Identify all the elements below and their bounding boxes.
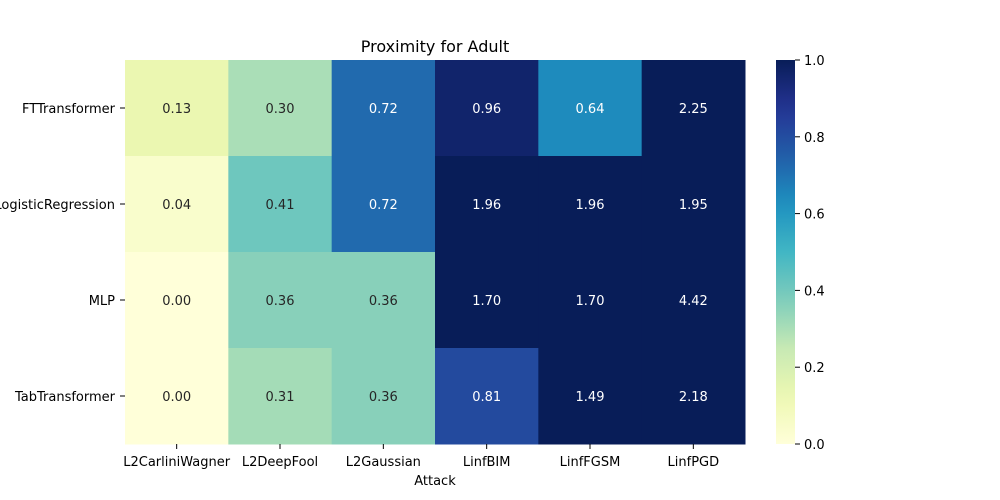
cell-value-label: 1.95 (679, 198, 708, 213)
cell-value-label: 2.18 (679, 390, 708, 405)
heatmap-cell (228, 156, 333, 253)
colorbar: 0.0 0.2 0.4 0.6 0.8 1.0 (776, 54, 825, 453)
cell-value-label: 0.96 (472, 102, 501, 117)
colorbar-gradient (776, 60, 795, 444)
heatmap-cell (228, 60, 333, 157)
cell-value-label: 2.25 (679, 102, 708, 117)
cell-value-label: 0.72 (369, 102, 398, 117)
cell-value-label: 0.00 (162, 294, 191, 309)
heatmap-cell (125, 156, 229, 253)
heatmap-cell (125, 252, 229, 349)
y-axis: FTTransformer LogisticRegression MLP TabTra… (0, 102, 125, 405)
colorbar-tick-label: 0.0 (804, 438, 825, 453)
heatmap-cell (125, 348, 229, 445)
cell-value-label: 1.96 (576, 198, 605, 213)
heatmap-cell (435, 252, 539, 349)
heatmap-cell (228, 348, 333, 445)
cell-value-label: 0.31 (266, 390, 295, 405)
cell-value-label: 4.42 (679, 294, 708, 309)
heatmap-cell (538, 252, 643, 349)
cell-value-label: 1.49 (576, 390, 605, 405)
chart-title: Proximity for Adult (361, 37, 509, 56)
y-tick-label: TabTransformer (14, 390, 116, 405)
cell-value-label: 0.81 (472, 390, 501, 405)
heatmap-cell (331, 156, 436, 253)
x-tick-label: LinfPGD (668, 455, 720, 470)
cell-value-label: 0.72 (369, 198, 398, 213)
cell-value-label: 0.36 (266, 294, 295, 309)
y-tick-label: MLP (89, 294, 115, 309)
heatmap-cell (538, 156, 643, 253)
cell-value-label: 0.36 (369, 390, 398, 405)
x-tick-label: LinfBIM (463, 455, 511, 470)
colorbar-tick-label: 0.6 (804, 208, 825, 223)
heatmap-cell (435, 348, 539, 445)
x-tick-label: L2DeepFool (242, 455, 318, 470)
cell-value-label: 0.00 (162, 390, 191, 405)
x-tick-label: L2Gaussian (346, 455, 421, 470)
x-axis-label: Attack (414, 474, 456, 489)
cell-value-label: 0.30 (266, 102, 295, 117)
heatmap-cell (125, 60, 229, 157)
x-tick-label: LinfFGSM (560, 455, 621, 470)
heatmap-cell (538, 60, 643, 157)
heatmap-cell (435, 156, 539, 253)
cell-value-label: 0.04 (162, 198, 191, 213)
y-tick-label: FTTransformer (22, 102, 116, 117)
heatmap-cell (641, 60, 746, 157)
y-tick-label: LogisticRegression (0, 198, 115, 213)
heatmap-cell (538, 348, 643, 445)
heatmap-cells: 0.13 0.30 0.72 0.96 0.64 2.25 0.04 0.41 0.72 1.96… (125, 60, 746, 445)
cell-value-label: 1.70 (576, 294, 605, 309)
x-axis: L2CarliniWagner L2DeepFool L2Gaussian LinfB… (123, 444, 719, 470)
heatmap-cell (641, 348, 746, 445)
cell-value-label: 0.36 (369, 294, 398, 309)
heatmap-cell (435, 60, 539, 157)
colorbar-tick-label: 0.4 (804, 284, 825, 299)
cell-value-label: 1.96 (472, 198, 501, 213)
heatmap-cell (331, 348, 436, 445)
heatmap-cell (228, 252, 333, 349)
heatmap-cell (331, 60, 436, 157)
cell-value-label: 0.41 (266, 198, 295, 213)
heatmap-cell (641, 156, 746, 253)
heatmap-cell (641, 252, 746, 349)
x-tick-label: L2CarliniWagner (123, 455, 230, 470)
cell-value-label: 0.64 (576, 102, 605, 117)
colorbar-tick-label: 0.2 (804, 361, 825, 376)
cell-value-label: 1.70 (472, 294, 501, 309)
colorbar-tick-label: 0.8 (804, 131, 825, 146)
heatmap-cell (331, 252, 436, 349)
cell-value-label: 0.13 (162, 102, 191, 117)
colorbar-tick-label: 1.0 (804, 54, 825, 69)
